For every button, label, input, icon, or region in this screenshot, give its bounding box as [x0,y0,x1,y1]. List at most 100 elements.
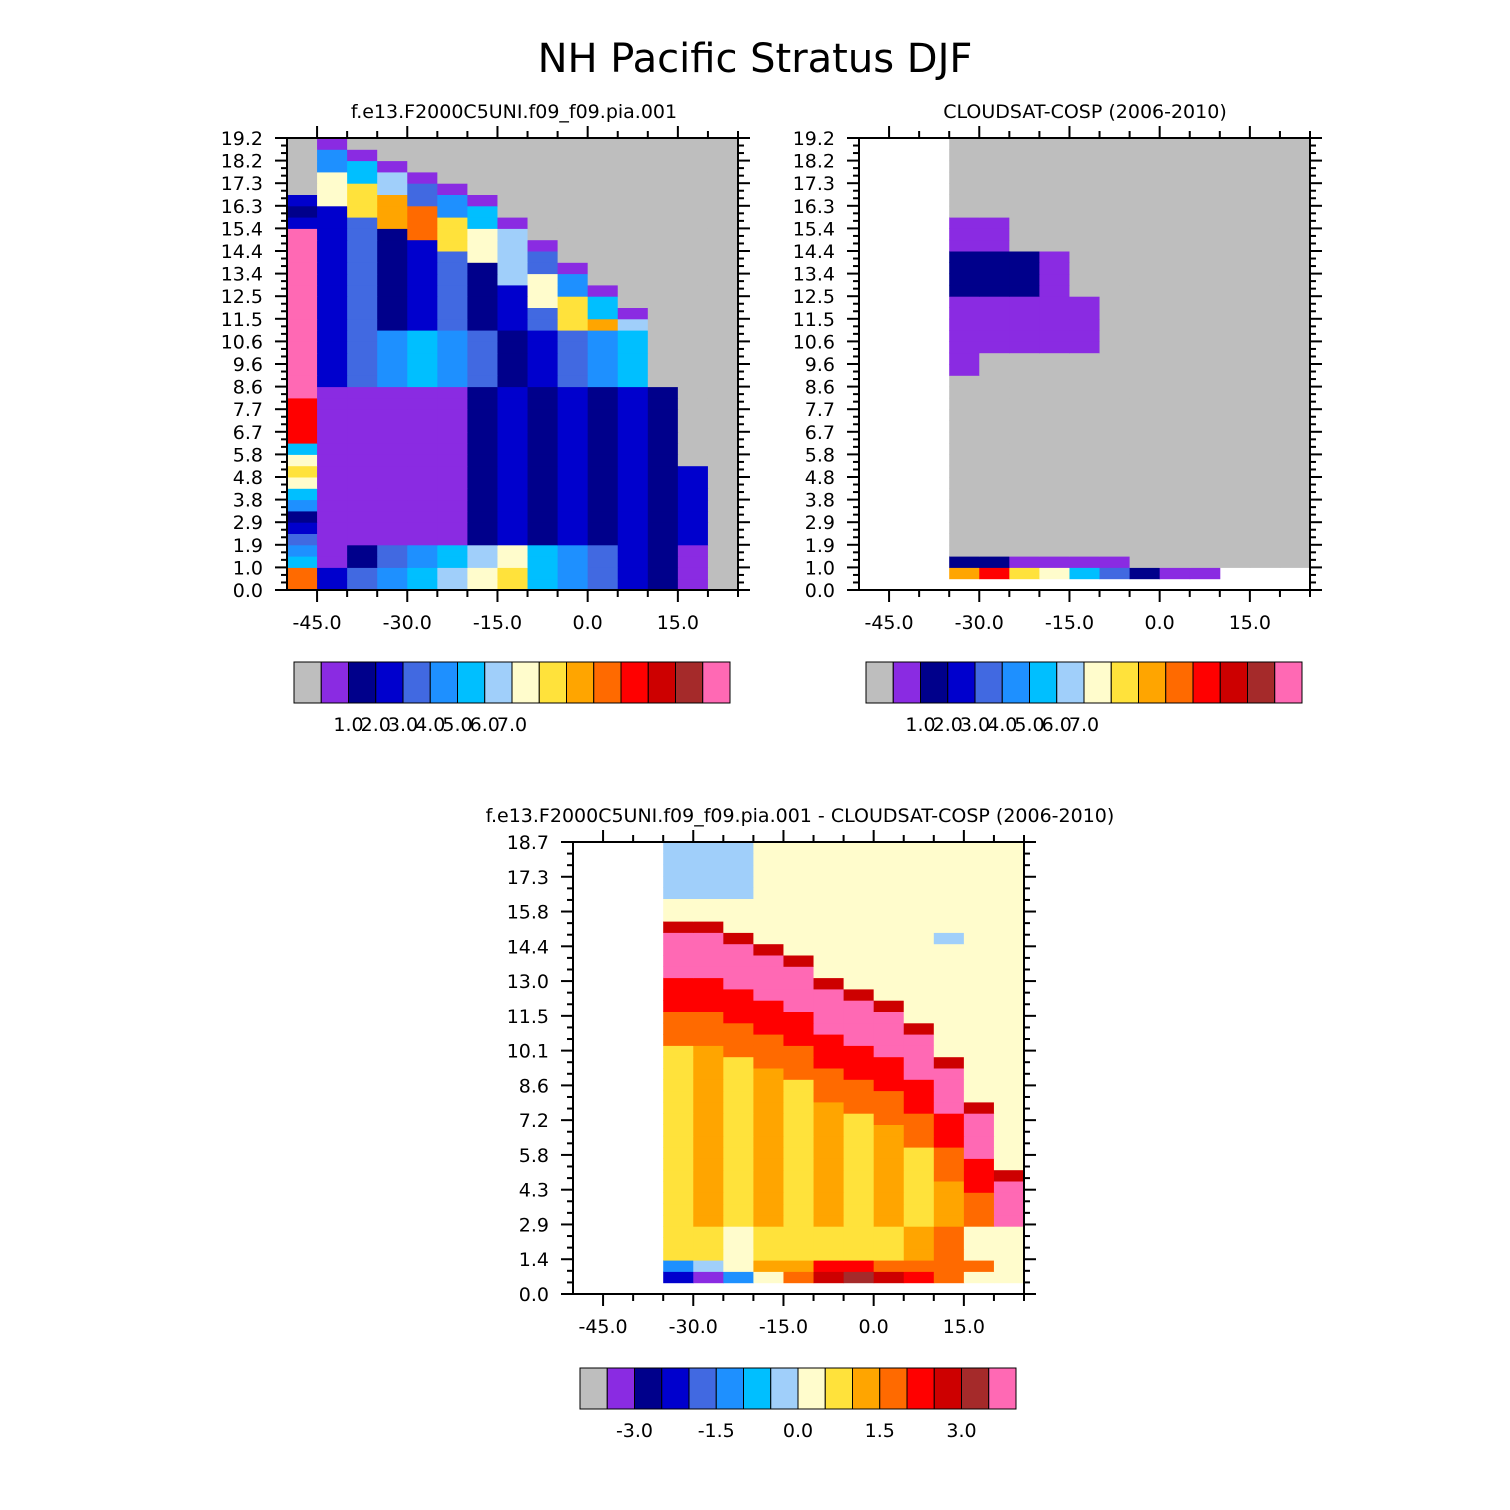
heatmap-cell [993,875,1025,888]
heatmap-cell [663,1000,694,1012]
heatmap-cell [1189,443,1221,455]
heatmap-cell [1009,386,1040,399]
heatmap-cell [1249,330,1281,342]
heatmap-cell [1099,217,1131,229]
heatmap-cell [963,966,995,979]
heatmap-cell [753,921,784,933]
heatmap-cell [497,273,529,286]
colorbar-swatch [920,661,949,704]
heatmap-cell [663,1192,694,1205]
heatmap-cell [1159,160,1191,173]
heatmap-cell [467,510,498,523]
heatmap-cell [783,1079,815,1092]
heatmap-cell [663,909,694,922]
heatmap-cell [1009,138,1040,150]
heatmap-cell [1039,251,1070,263]
heatmap-cell [587,443,619,455]
heatmap-cell [843,1192,875,1205]
heatmap-cell [1159,194,1191,207]
colorbar-swatch [715,1367,744,1410]
heatmap-cell [347,284,378,297]
heatmap-cell [933,875,965,888]
heatmap-cell [527,307,559,320]
heatmap-cell [903,1124,935,1137]
colorbar-swatch [1165,661,1194,704]
heatmap-cell [527,420,559,433]
heatmap-cell [933,1079,965,1092]
heatmap-cell [1039,499,1070,512]
heatmap-cell [587,522,619,534]
heatmap-cell [693,1056,724,1069]
heatmap-cell [873,1192,905,1205]
heatmap-cell [663,1260,694,1272]
heatmap-cell [287,228,318,241]
heatmap-cell [527,251,559,263]
heatmap-cell [497,510,529,523]
heatmap-cell [1159,273,1191,286]
heatmap-cell [1009,420,1040,433]
heatmap-cell [783,1000,815,1012]
heatmap-cell [963,932,995,945]
heatmap-cell [617,194,649,207]
panel-diff-y-ticks: 0.01.42.94.35.87.28.610.111.513.014.415.… [507,832,1036,1306]
colorbar-swatch [1219,661,1248,704]
heatmap-cell [873,842,905,854]
heatmap-cell [723,1079,754,1092]
y-tick-label: 17.3 [221,173,263,195]
heatmap-cell [843,898,875,911]
heatmap-cell [1279,544,1311,557]
heatmap-cell [647,228,679,241]
heatmap-cell [1039,567,1070,580]
heatmap-cell [813,1011,845,1024]
colorbar-swatch [593,661,622,704]
heatmap-cell [287,364,318,376]
heatmap-cell [753,1214,784,1227]
heatmap-cell [317,477,348,489]
heatmap-cell [1159,352,1191,365]
heatmap-cell [437,578,468,591]
heatmap-cell [1279,420,1311,433]
heatmap-cell [933,898,965,911]
heatmap-cell [1009,194,1040,207]
heatmap-cell [1189,296,1221,308]
heatmap-cell [963,842,995,854]
heatmap-cell [903,1068,935,1080]
heatmap-cell [287,443,318,455]
heatmap-cell [347,533,378,546]
heatmap-cell [587,556,619,568]
heatmap-cell [497,397,529,410]
heatmap-cell [1009,205,1040,218]
heatmap-cell [467,420,498,433]
heatmap-cell [407,409,438,421]
x-tick-label: 0.0 [859,1316,889,1338]
heatmap-cell [287,533,318,546]
heatmap-cell [1069,262,1101,275]
heatmap-cell [497,522,529,534]
colorbar-label: 3.0 [388,714,418,736]
heatmap-cell [647,262,679,275]
heatmap-cell [1219,318,1251,331]
heatmap-cell [753,1169,784,1182]
heatmap-cell [587,217,619,229]
heatmap-cell [1189,251,1221,263]
heatmap-cell [317,522,348,534]
heatmap-cell [663,1101,694,1114]
colorbar-swatch [375,661,404,704]
heatmap-cell [753,1022,784,1035]
heatmap-cell [497,499,529,512]
heatmap-cell [557,499,589,512]
heatmap-cell [843,932,875,945]
x-tick-label: -30.0 [383,612,432,634]
heatmap-cell [783,1181,815,1193]
colorbar-swatch [538,661,567,704]
heatmap-cell [407,352,438,365]
heatmap-cell [347,228,378,241]
heatmap-cell [437,239,468,252]
heatmap-cell [1189,138,1221,150]
heatmap-cell [1249,194,1281,207]
colorbar-label: 7.0 [1069,714,1099,736]
heatmap-cell [647,330,679,342]
heatmap-cell [617,488,649,501]
heatmap-cell [933,1271,965,1284]
heatmap-cell [557,397,589,410]
